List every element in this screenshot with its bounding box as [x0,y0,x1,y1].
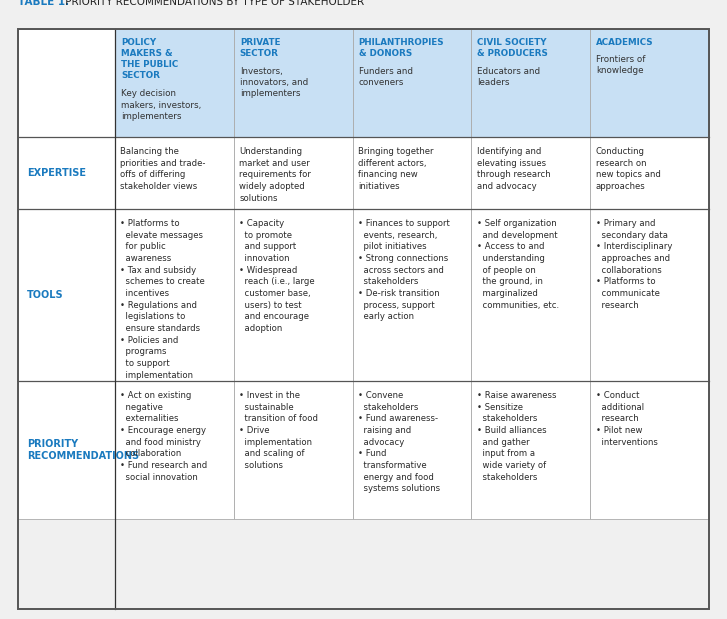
Bar [234,137,353,209]
Text: POLICY
MAKERS &
THE PUBLIC
SECTOR: POLICY MAKERS & THE PUBLIC SECTOR [121,38,178,80]
Text: TABLE 1.: TABLE 1. [18,0,69,7]
Bar [18,381,115,519]
Text: • Conduct
  additional
  research
• Pilot new
  interventions: • Conduct additional research • Pilot ne… [595,391,658,447]
Bar [590,381,709,519]
Text: PRIORITY
RECOMMENDATIONS: PRIORITY RECOMMENDATIONS [27,439,139,461]
Bar [590,29,709,137]
Bar [353,209,471,381]
Bar [590,209,709,381]
Bar [115,209,234,381]
Bar [18,137,115,209]
Text: Identifying and
elevating issues
through research
and advocacy: Identifying and elevating issues through… [477,147,550,191]
Bar [471,29,590,137]
Bar [471,381,590,519]
Text: • Self organization
  and development
• Access to and
  understanding
  of peopl: • Self organization and development • Ac… [477,219,559,310]
Text: EXPERTISE: EXPERTISE [27,168,86,178]
Bar [234,381,353,519]
Bar [471,137,590,209]
Bar [115,29,234,137]
Text: Funders and
conveners: Funders and conveners [358,67,413,87]
Text: • Primary and
  secondary data
• Interdisciplinary
  approaches and
  collaborat: • Primary and secondary data • Interdisc… [595,219,672,310]
Text: ACADEMICS: ACADEMICS [596,38,654,47]
Bar [353,29,471,137]
Text: Understanding
market and user
requirements for
widely adopted
solutions: Understanding market and user requiremen… [239,147,311,202]
Text: • Finances to support
  events, research,
  pilot initiatives
• Strong connectio: • Finances to support events, research, … [358,219,450,321]
Bar [18,29,115,137]
Bar [353,381,471,519]
Bar [115,137,234,209]
Text: Frontiers of
knowledge: Frontiers of knowledge [596,55,646,76]
Text: • Act on existing
  negative
  externalities
• Encourage energy
  and food minis: • Act on existing negative externalities… [121,391,208,482]
Text: PRIORITY RECOMMENDATIONS BY TYPE OF STAKEHOLDER: PRIORITY RECOMMENDATIONS BY TYPE OF STAK… [62,0,364,7]
Bar [353,137,471,209]
Bar [234,29,353,137]
Text: PHILANTHROPIES
& DONORS: PHILANTHROPIES & DONORS [358,38,444,58]
Text: • Capacity
  to promote
  and support
  innovation
• Widespread
  reach (i.e., l: • Capacity to promote and support innova… [239,219,315,333]
Text: PRIVATE
SECTOR: PRIVATE SECTOR [240,38,281,58]
Text: • Invest in the
  sustainable
  transition of food
• Drive
  implementation
  an: • Invest in the sustainable transition o… [239,391,318,470]
Bar [590,137,709,209]
Bar [471,209,590,381]
Bar [115,381,234,519]
Text: TOOLS: TOOLS [27,290,64,300]
Text: • Convene
  stakeholders
• Fund awareness-
  raising and
  advocacy
• Fund
  tra: • Convene stakeholders • Fund awareness-… [358,391,441,493]
Text: • Platforms to
  elevate messages
  for public
  awareness
• Tax and subsidy
  s: • Platforms to elevate messages for publ… [121,219,205,379]
Text: • Raise awareness
• Sensitize
  stakeholders
• Build alliances
  and gather
  in: • Raise awareness • Sensitize stakeholde… [477,391,556,482]
Text: CIVIL SOCIETY
& PRODUCERS: CIVIL SOCIETY & PRODUCERS [478,38,548,58]
Bar [234,209,353,381]
Text: Balancing the
priorities and trade-
offs of differing
stakeholder views: Balancing the priorities and trade- offs… [121,147,206,191]
Text: Conducting
research on
new topics and
approaches: Conducting research on new topics and ap… [595,147,661,191]
Text: Investors,
innovators, and
implementers: Investors, innovators, and implementers [240,67,308,98]
Text: Bringing together
different actors,
financing new
initiatives: Bringing together different actors, fina… [358,147,433,191]
Text: Educators and
leaders: Educators and leaders [478,67,541,87]
Bar [18,209,115,381]
Text: Key decision
makers, investors,
implementers: Key decision makers, investors, implemen… [121,90,201,121]
